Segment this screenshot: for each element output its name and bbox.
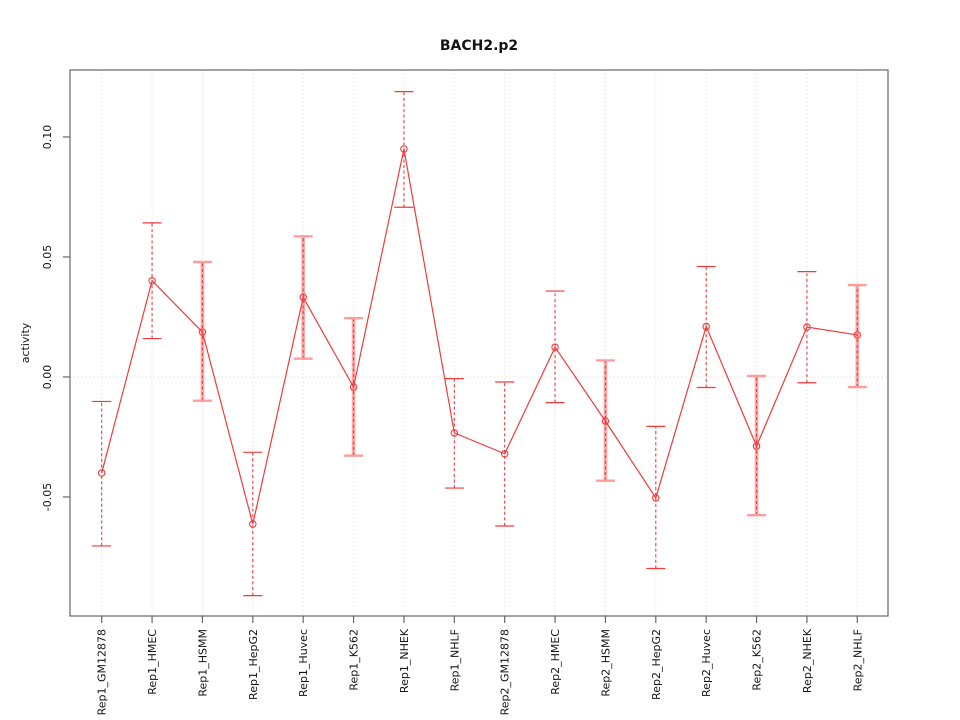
x-tick-label: Rep2_Huvec bbox=[700, 629, 713, 697]
x-tick-label: Rep1_NHLF bbox=[448, 629, 461, 691]
x-tick-label: Rep2_K562 bbox=[751, 629, 764, 691]
chart-title: BACH2.p2 bbox=[440, 38, 518, 54]
series-line bbox=[101, 148, 858, 525]
x-tick-label: Rep2_NHEK bbox=[801, 628, 814, 693]
data-point-marker bbox=[652, 494, 660, 502]
x-tick-label: Rep1_HepG2 bbox=[247, 629, 260, 700]
x-tick-label: Rep1_HMEC bbox=[146, 629, 159, 695]
chart-generated-layer: -0.05 0.00 0.05 0.10 Rep1_GM12878 Rep1_HMEC Re… bbox=[41, 69, 889, 715]
data-point-marker bbox=[853, 331, 862, 339]
data-point-marker bbox=[349, 383, 358, 391]
data-point-marker bbox=[148, 276, 156, 285]
x-tick-label: Rep2_HSMM bbox=[599, 629, 612, 697]
data-point-marker bbox=[551, 343, 559, 351]
data-point-marker bbox=[400, 145, 408, 153]
data-point-marker bbox=[97, 469, 106, 477]
y-axis-label: activity bbox=[19, 322, 32, 363]
data-point-marker bbox=[299, 293, 307, 302]
x-tick-label: Rep1_K562 bbox=[348, 629, 361, 691]
y-tick-label: 0.10 bbox=[41, 125, 54, 150]
x-tick-label: Rep2_HMEC bbox=[549, 629, 562, 695]
data-point-marker bbox=[249, 520, 257, 528]
x-tick-label: Rep2_GM12878 bbox=[499, 629, 512, 715]
data-point-marker bbox=[500, 450, 509, 458]
data-point-marker bbox=[601, 417, 610, 425]
x-tick-label: Rep2_HepG2 bbox=[650, 629, 663, 700]
x-tick-label: Rep1_Huvec bbox=[297, 629, 310, 697]
y-tick-label: 0.05 bbox=[41, 245, 54, 270]
y-tick-label: 0.00 bbox=[41, 365, 54, 390]
data-point-marker bbox=[450, 429, 459, 437]
y-tick-label: -0.05 bbox=[41, 483, 54, 511]
plot-frame bbox=[69, 69, 889, 617]
x-tick-label: Rep1_HSMM bbox=[196, 629, 209, 697]
data-point-marker bbox=[803, 323, 811, 331]
data-point-marker bbox=[752, 442, 761, 450]
x-tick-label: Rep1_NHEK bbox=[398, 628, 411, 693]
x-tick-label: Rep2_NHLF bbox=[851, 629, 864, 691]
data-point-marker bbox=[198, 328, 207, 336]
x-tick-label: Rep1_GM12878 bbox=[96, 629, 109, 715]
data-point-marker bbox=[702, 322, 710, 331]
